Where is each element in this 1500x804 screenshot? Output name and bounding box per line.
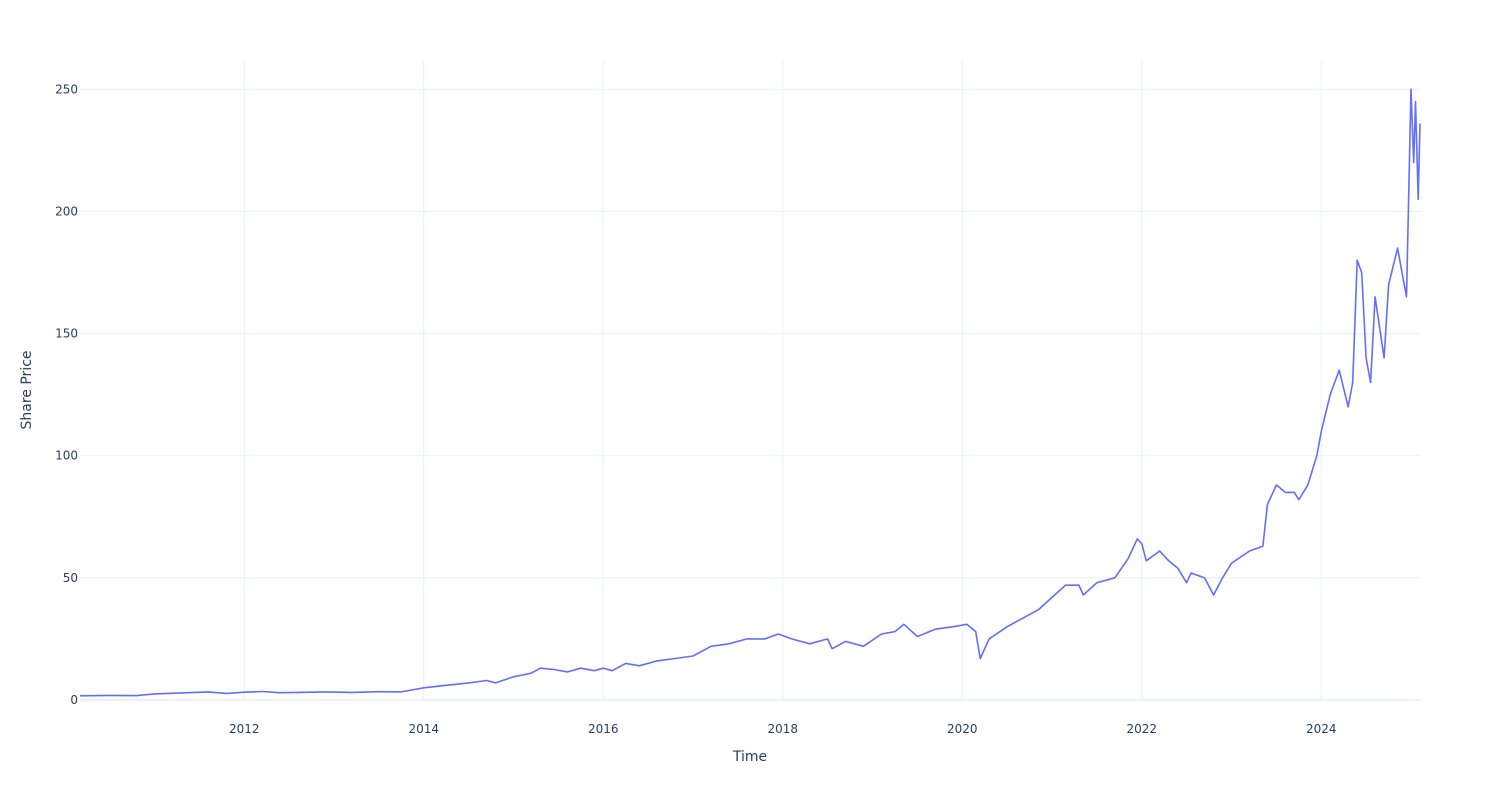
x-gridlines <box>243 60 1322 700</box>
x-tick-label: 2024 <box>1306 722 1337 736</box>
x-tick-label: 2022 <box>1126 722 1157 736</box>
x-tick-label: 2018 <box>767 722 798 736</box>
y-tick-label: 50 <box>63 571 78 585</box>
y-tick-label: 150 <box>55 327 78 341</box>
y-tick-label: 200 <box>55 204 78 218</box>
x-tick-labels: 2012 2014 2016 2018 2020 2022 2024 <box>229 722 1337 736</box>
x-tick-label: 2014 <box>408 722 439 736</box>
x-tick-label: 2020 <box>947 722 978 736</box>
y-gridlines <box>80 88 1420 701</box>
y-tick-label: 250 <box>55 82 78 96</box>
y-axis-title: Share Price <box>19 350 35 429</box>
x-tick-label: 2016 <box>588 722 619 736</box>
plot-series <box>79 88 1421 697</box>
series-line <box>79 88 1421 697</box>
y-tick-labels: 0 50 100 150 200 250 <box>55 82 78 707</box>
y-tick-label: 0 <box>70 693 78 707</box>
x-axis-title: Time <box>732 749 767 765</box>
x-tick-label: 2012 <box>229 722 260 736</box>
y-tick-label: 100 <box>55 449 78 463</box>
